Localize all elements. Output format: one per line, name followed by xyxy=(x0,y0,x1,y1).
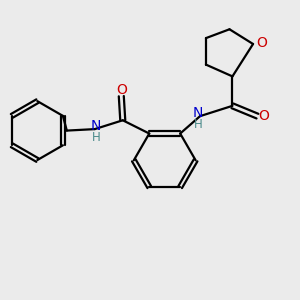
Text: N: N xyxy=(91,119,101,133)
Text: H: H xyxy=(92,131,100,144)
Text: O: O xyxy=(256,35,267,50)
Text: O: O xyxy=(116,83,127,97)
Text: H: H xyxy=(194,118,202,131)
Text: N: N xyxy=(193,106,203,120)
Text: O: O xyxy=(259,109,269,123)
